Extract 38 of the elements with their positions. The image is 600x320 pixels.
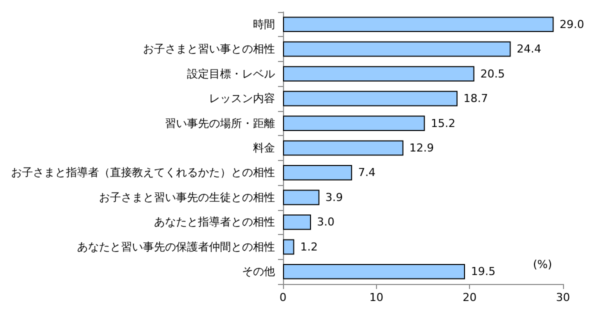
- bar: [283, 90, 458, 106]
- bar: [283, 140, 404, 156]
- data-label: 1.2: [300, 240, 318, 254]
- y-tick-label: その他: [242, 265, 275, 278]
- bar: [283, 66, 474, 82]
- data-label: 3.9: [325, 190, 343, 204]
- x-tick-label: 10: [369, 291, 384, 304]
- data-label: 3.0: [317, 216, 334, 229]
- data-label: 24.4: [516, 42, 542, 56]
- y-tick-label: 料金: [253, 142, 275, 154]
- bar: [283, 116, 425, 131]
- y-tick-label: お子さまと習い事との相性: [143, 42, 275, 56]
- bar: [283, 16, 554, 32]
- bar: [283, 165, 352, 180]
- data-label: 7.4: [358, 166, 376, 180]
- data-label: 18.7: [464, 92, 488, 106]
- y-tick-label: お子さまと習い事先の生徒との相性: [99, 190, 275, 204]
- y-tick-label: あなたと習い事先の保護者仲間との相性: [77, 240, 275, 254]
- y-tick-label: レッスン内容: [209, 92, 275, 106]
- y-tick-label: 時間: [253, 18, 275, 31]
- data-label: 20.5: [480, 67, 505, 80]
- y-tick-label: お子さまと指導者（直接教えてくれるかた）との相性: [11, 166, 275, 180]
- x-tick-label: 20: [462, 291, 477, 304]
- bar: [283, 214, 311, 230]
- bar: [283, 190, 320, 206]
- x-tick-label: 30: [556, 291, 570, 304]
- y-tick-label: 習い事先の場所・距離: [165, 116, 275, 130]
- x-axis-title: (%): [533, 258, 552, 271]
- data-label: 12.9: [409, 142, 434, 154]
- y-tick-label: 設定目標・レベル: [187, 67, 275, 80]
- bar: [283, 41, 511, 57]
- data-label: 29.0: [560, 18, 584, 31]
- data-label: 19.5: [471, 265, 496, 278]
- data-label: 15.2: [430, 116, 456, 130]
- x-tick-label: 0: [280, 291, 286, 304]
- bar: [283, 239, 294, 255]
- bar: [283, 264, 465, 280]
- y-tick-label: あなたと指導者との相性: [154, 216, 275, 229]
